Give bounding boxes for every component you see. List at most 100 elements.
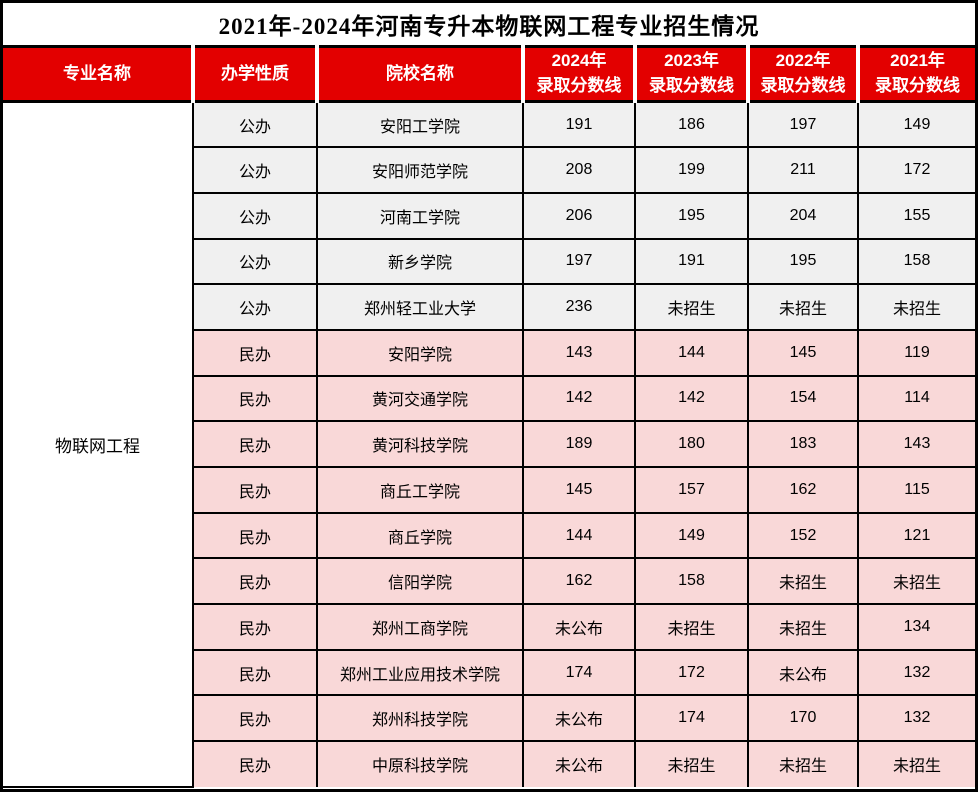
- school-name-cell: 商丘学院: [316, 511, 524, 560]
- col-header-major: 专业名称: [3, 45, 195, 103]
- school-nature-cell: 民办: [193, 420, 318, 468]
- school-nature-cell: 民办: [193, 740, 318, 787]
- score-cell: 204: [747, 191, 859, 240]
- score-cell: 未公布: [747, 648, 859, 697]
- score-cell: 157: [634, 466, 749, 514]
- year-label: 2022年: [775, 51, 831, 71]
- score-cell: 未公布: [522, 603, 636, 651]
- score-cell: 211: [747, 146, 859, 194]
- score-label: 录取分数线: [760, 76, 846, 95]
- col-header-2021: 2021年 录取分数线: [856, 45, 975, 103]
- score-cell: 145: [747, 328, 859, 377]
- admission-score-table: 专业名称 办学性质 院校名称 2024年 录取分数线 2023年 录取分数线 2…: [3, 45, 975, 788]
- score-cell: 114: [857, 374, 975, 423]
- score-cell: 149: [857, 100, 975, 149]
- score-cell: 162: [747, 466, 859, 514]
- score-cell: 183: [747, 420, 859, 468]
- score-cell: 206: [522, 191, 636, 240]
- score-cell: 197: [747, 100, 859, 149]
- score-cell: 未招生: [634, 283, 749, 331]
- school-name-cell: 信阳学院: [316, 557, 524, 606]
- score-cell: 115: [857, 466, 975, 514]
- school-name-cell: 郑州轻工业大学: [316, 283, 524, 331]
- score-cell: 未公布: [522, 740, 636, 787]
- score-cell: 174: [634, 694, 749, 743]
- score-cell: 119: [857, 328, 975, 377]
- table-row: 民办 郑州工业应用技术学院 174 172 未公布 132: [3, 648, 975, 697]
- school-nature-cell: 民办: [193, 694, 318, 743]
- score-cell: 197: [522, 237, 636, 286]
- score-cell: 152: [747, 511, 859, 560]
- school-name-cell: 郑州科技学院: [316, 694, 524, 743]
- score-cell: 191: [522, 100, 636, 149]
- score-cell: 162: [522, 557, 636, 606]
- score-label: 录取分数线: [875, 76, 960, 95]
- score-cell: 236: [522, 283, 636, 331]
- score-cell: 172: [857, 146, 975, 194]
- year-label: 2021年: [890, 51, 945, 71]
- score-cell: 未招生: [634, 603, 749, 651]
- school-name-cell: 安阳工学院: [316, 100, 524, 149]
- school-nature-cell: 民办: [193, 557, 318, 606]
- table-row: 民办 安阳学院 143 144 145 119: [3, 328, 975, 377]
- score-cell: 143: [857, 420, 975, 468]
- table-row: 民办 中原科技学院 未公布 未招生 未招生 未招生: [3, 740, 975, 787]
- score-cell: 未招生: [747, 557, 859, 606]
- score-cell: 未招生: [857, 557, 975, 606]
- school-name-cell: 商丘工学院: [316, 466, 524, 514]
- school-name-cell: 安阳学院: [316, 328, 524, 377]
- score-cell: 未招生: [747, 283, 859, 331]
- table-row: 公办 河南工学院 206 195 204 155: [3, 191, 975, 240]
- school-nature-cell: 民办: [193, 648, 318, 697]
- year-label: 2024年: [551, 51, 607, 71]
- score-cell: 155: [857, 191, 975, 240]
- score-cell: 199: [634, 146, 749, 194]
- table-row: 民办 郑州工商学院 未公布 未招生 未招生 134: [3, 603, 975, 651]
- score-label: 录取分数线: [536, 76, 622, 95]
- school-nature-cell: 公办: [192, 100, 318, 149]
- col-header-2023: 2023年 录取分数线: [633, 45, 750, 103]
- header-row: 专业名称 办学性质 院校名称 2024年 录取分数线 2023年 录取分数线 2…: [3, 45, 975, 103]
- table-row: 民办 商丘学院 144 149 152 121: [3, 511, 975, 560]
- table-row: 民办 信阳学院 162 158 未招生 未招生: [3, 557, 975, 606]
- table-row: 民办 商丘工学院 145 157 162 115: [3, 466, 975, 514]
- figure-title: 2021年-2024年河南专升本物联网工程专业招生情况: [3, 3, 975, 45]
- score-cell: 191: [634, 237, 749, 286]
- score-cell: 195: [634, 191, 749, 240]
- score-cell: 142: [634, 374, 749, 423]
- score-cell: 未公布: [522, 694, 636, 743]
- school-nature-cell: 民办: [193, 603, 318, 651]
- score-cell: 149: [634, 511, 749, 560]
- col-header-2024: 2024年 录取分数线: [521, 45, 637, 103]
- col-header-2022: 2022年 录取分数线: [746, 45, 860, 103]
- table-row: 物联网工程 公办 安阳工学院 191 186 197 149: [3, 100, 975, 788]
- col-header-school: 院校名称: [315, 45, 525, 103]
- school-name-cell: 新乡学院: [316, 237, 524, 286]
- table-row: 民办 郑州科技学院 未公布 174 170 132: [3, 694, 975, 743]
- score-cell: 154: [747, 374, 859, 423]
- school-name-cell: 中原科技学院: [316, 740, 524, 787]
- school-name-cell: 黄河科技学院: [316, 420, 524, 468]
- score-cell: 208: [522, 146, 636, 194]
- score-cell: 180: [634, 420, 749, 468]
- score-label: 录取分数线: [649, 76, 734, 95]
- table-row: 公办 郑州轻工业大学 236 未招生 未招生 未招生: [3, 283, 975, 331]
- school-name-cell: 郑州工商学院: [316, 603, 524, 651]
- school-nature-cell: 民办: [193, 511, 318, 560]
- school-nature-cell: 公办: [193, 191, 318, 240]
- score-cell: 142: [522, 374, 636, 423]
- table-row: 公办 安阳师范学院 208 199 211 172: [3, 146, 975, 194]
- school-nature-cell: 民办: [193, 374, 318, 423]
- score-cell: 未招生: [857, 283, 975, 331]
- score-cell: 144: [522, 511, 636, 560]
- school-nature-cell: 民办: [193, 466, 318, 514]
- school-name-cell: 安阳师范学院: [316, 146, 524, 194]
- score-cell: 186: [634, 100, 749, 149]
- score-cell: 未招生: [747, 603, 859, 651]
- table-row: 民办 黄河科技学院 189 180 183 143: [3, 420, 975, 468]
- school-nature-cell: 公办: [193, 283, 318, 331]
- score-cell: 未招生: [634, 740, 749, 787]
- score-cell: 132: [857, 694, 975, 743]
- score-cell: 未招生: [747, 740, 859, 787]
- score-cell: 144: [634, 328, 749, 377]
